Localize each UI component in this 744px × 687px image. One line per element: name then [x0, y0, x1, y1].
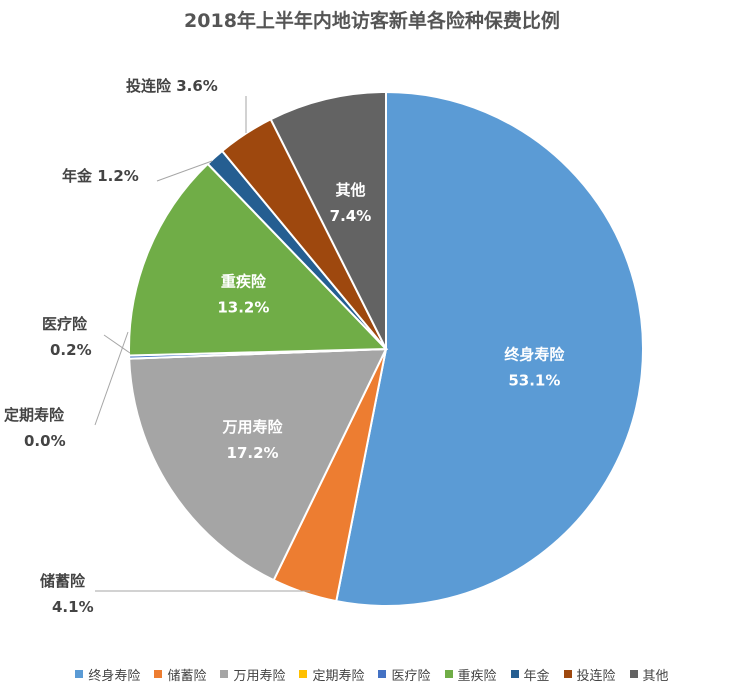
- slice-label-value-4: 0.2%: [50, 341, 92, 359]
- slice-label-value-0: 53.1%: [508, 371, 560, 389]
- chart-title: 2018年上半年内地访客新单各险种保费比例: [184, 10, 560, 32]
- pie-slice-8: [269, 90, 387, 350]
- slice-label-name-2: 万用寿险: [222, 418, 284, 436]
- legend-label: 万用寿险: [233, 668, 286, 684]
- pie-slice-5: [128, 162, 389, 357]
- leader-line-3: [94, 331, 129, 426]
- legend-swatch: [299, 670, 308, 678]
- slice-label-value-1: 4.1%: [52, 598, 94, 616]
- slice-label-name-5: 重疾险: [221, 272, 267, 290]
- legend-item-3: 定期寿险: [299, 665, 364, 684]
- legend-item-8: 其他: [629, 665, 669, 684]
- legend-item-2: 万用寿险: [220, 665, 285, 684]
- legend-label: 重疾险: [457, 668, 497, 684]
- slice-label-value-8: 7.4%: [330, 207, 372, 225]
- legend: 终身寿险 储蓄险 万用寿险 定期寿险 医疗险 重疾险 年金 投连险 其他: [0, 664, 744, 684]
- legend-label: 其他: [642, 668, 669, 684]
- legend-item-7: 投连险: [563, 665, 616, 684]
- legend-item-4: 医疗险: [378, 665, 431, 684]
- slice-label-name-8: 其他: [335, 181, 365, 199]
- pie-slice-0: [335, 90, 644, 607]
- slice-label-name-1: 储蓄险: [40, 572, 86, 590]
- slice-label-name-0: 终身寿险: [504, 345, 565, 363]
- pie-slice-2: [128, 347, 388, 582]
- legend-swatch: [629, 670, 638, 678]
- legend-label: 投连险: [576, 668, 616, 684]
- legend-label: 储蓄险: [167, 668, 207, 684]
- slice-label-name-7: 投连险 3.6%: [126, 77, 218, 95]
- slice-label-value-3: 0.0%: [24, 432, 66, 450]
- legend-label: 终身寿险: [88, 668, 141, 684]
- legend-swatch: [75, 670, 84, 678]
- legend-item-6: 年金: [510, 665, 550, 684]
- slice-label-name-3: 定期寿险: [4, 406, 65, 424]
- slice-label-value-2: 17.2%: [227, 444, 279, 462]
- leader-line-6: [156, 160, 213, 182]
- legend-item-0: 终身寿险: [75, 665, 140, 684]
- legend-swatch: [563, 670, 572, 678]
- legend-label: 年金: [523, 668, 550, 684]
- legend-swatch: [220, 670, 229, 678]
- legend-label: 医疗险: [391, 668, 431, 684]
- slice-label-name-4: 医疗险: [42, 315, 88, 333]
- legend-label: 定期寿险: [312, 668, 365, 684]
- legend-item-5: 重疾险: [444, 665, 497, 684]
- legend-item-1: 储蓄险: [154, 665, 206, 684]
- leader-line-4: [103, 334, 131, 354]
- legend-swatch: [444, 670, 453, 678]
- legend-swatch: [378, 670, 387, 678]
- legend-swatch: [510, 670, 519, 678]
- slice-label-name-6: 年金 1.2%: [62, 167, 139, 185]
- legend-swatch: [154, 670, 163, 678]
- slice-label-value-5: 13.2%: [217, 298, 269, 316]
